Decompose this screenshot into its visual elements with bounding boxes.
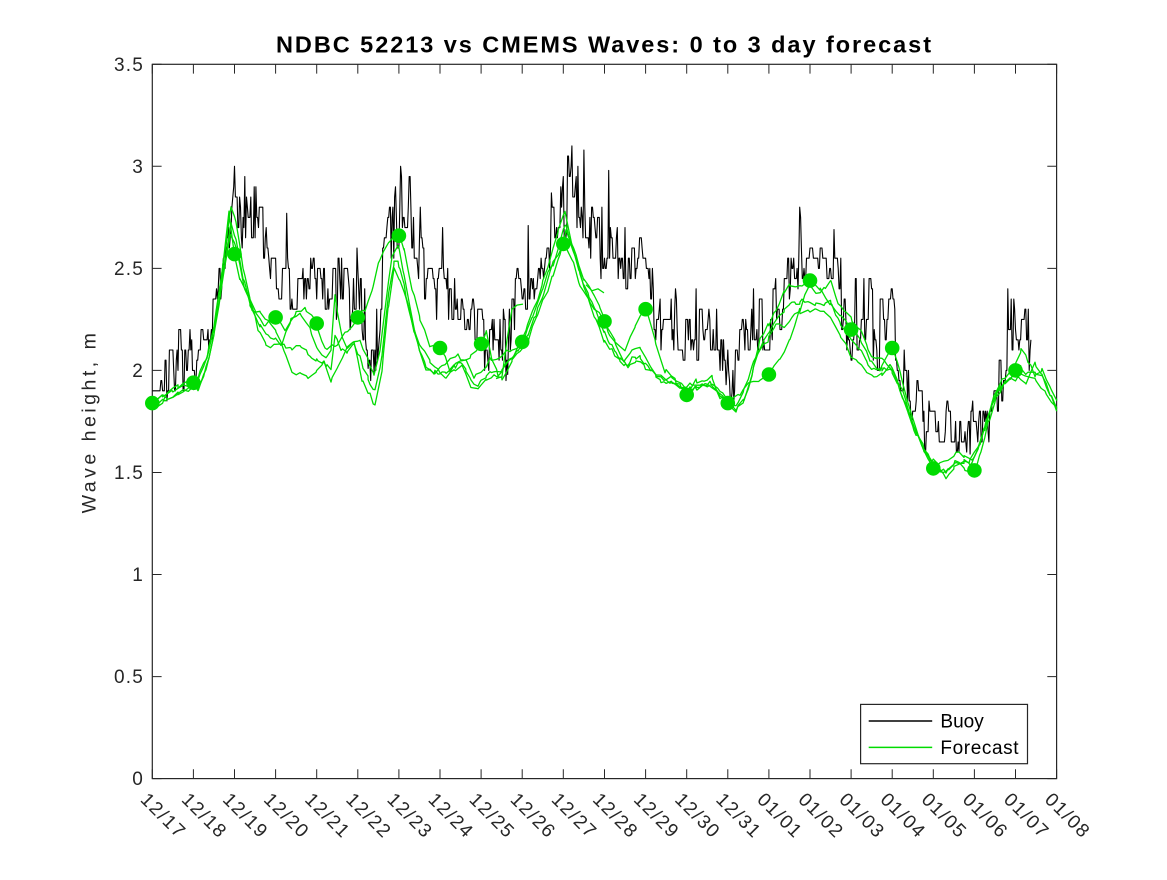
svg-text:3: 3 bbox=[132, 157, 144, 178]
svg-text:1: 1 bbox=[132, 565, 144, 586]
svg-text:NDBC 52213 vs CMEMS Waves: 0 t: NDBC 52213 vs CMEMS Waves: 0 to 3 day fo… bbox=[276, 32, 933, 58]
svg-text:Forecast: Forecast bbox=[940, 738, 1019, 759]
svg-text:0.5: 0.5 bbox=[114, 667, 144, 688]
svg-text:Buoy: Buoy bbox=[940, 712, 984, 733]
svg-text:3.5: 3.5 bbox=[114, 55, 144, 76]
svg-text:2.5: 2.5 bbox=[114, 259, 144, 280]
svg-text:2: 2 bbox=[132, 361, 144, 382]
svg-text:0: 0 bbox=[132, 769, 144, 790]
svg-text:Wave height, m: Wave height, m bbox=[79, 330, 101, 514]
svg-text:1.5: 1.5 bbox=[114, 463, 144, 484]
